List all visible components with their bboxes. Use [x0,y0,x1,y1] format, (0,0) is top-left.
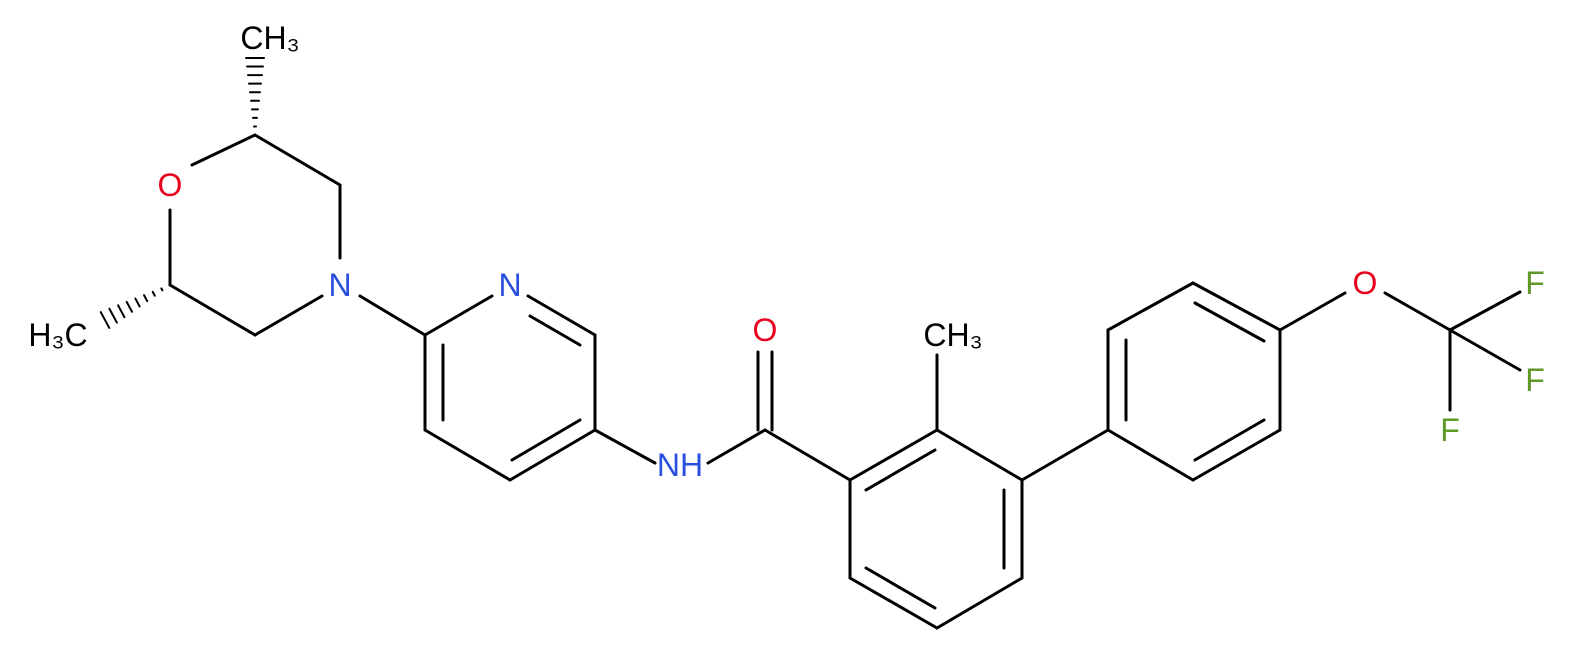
hash-line [160,287,164,292]
bonds [99,57,1522,630]
atom-label: F [1525,362,1545,398]
atom-labels: CH₃ O N H₃C N NH O CH₃ O F F F [28,20,1544,483]
atom-label: CH₃ [923,317,982,353]
atom-label: F [1525,265,1545,301]
bond [763,428,852,482]
bond [1020,428,1110,482]
bond [1191,281,1282,332]
bond [190,133,257,167]
bond [1278,291,1347,332]
bond [935,428,1024,482]
atom-label: O [158,167,183,203]
bond [253,133,342,187]
bond [864,448,937,492]
bond [848,428,939,482]
atom-label: N [498,267,521,303]
atom-label: N [328,267,351,303]
atom-label: F [1440,412,1460,448]
bond [706,428,767,465]
hash-line [151,290,156,297]
bond [1191,428,1282,482]
bond [864,566,937,610]
hash-line [108,307,118,324]
bond [1383,291,1452,332]
bond [508,428,597,482]
atom-label: CH₃ [240,20,299,56]
bond [528,314,582,347]
hash-line [99,311,111,329]
bond [423,428,512,482]
bond [1448,290,1522,332]
bond [253,294,324,337]
atom-label: O [1353,265,1378,301]
bond [1106,281,1195,332]
hash-line [143,294,149,303]
bond [168,283,257,337]
bond [1106,428,1195,482]
bond [1193,418,1266,462]
bond [935,576,1024,630]
bond [526,294,597,337]
bond [848,576,939,630]
bond [358,294,427,337]
bond [1193,301,1266,343]
hash-line [125,300,134,313]
bond [593,428,657,465]
atom-label: H₃C [28,317,87,353]
bond [510,418,582,462]
hash-line [117,304,126,319]
atom-label: O [753,312,778,348]
hash-line [134,297,141,308]
bond [423,294,494,337]
bond [1448,328,1522,372]
atom-label: NH [657,447,703,483]
